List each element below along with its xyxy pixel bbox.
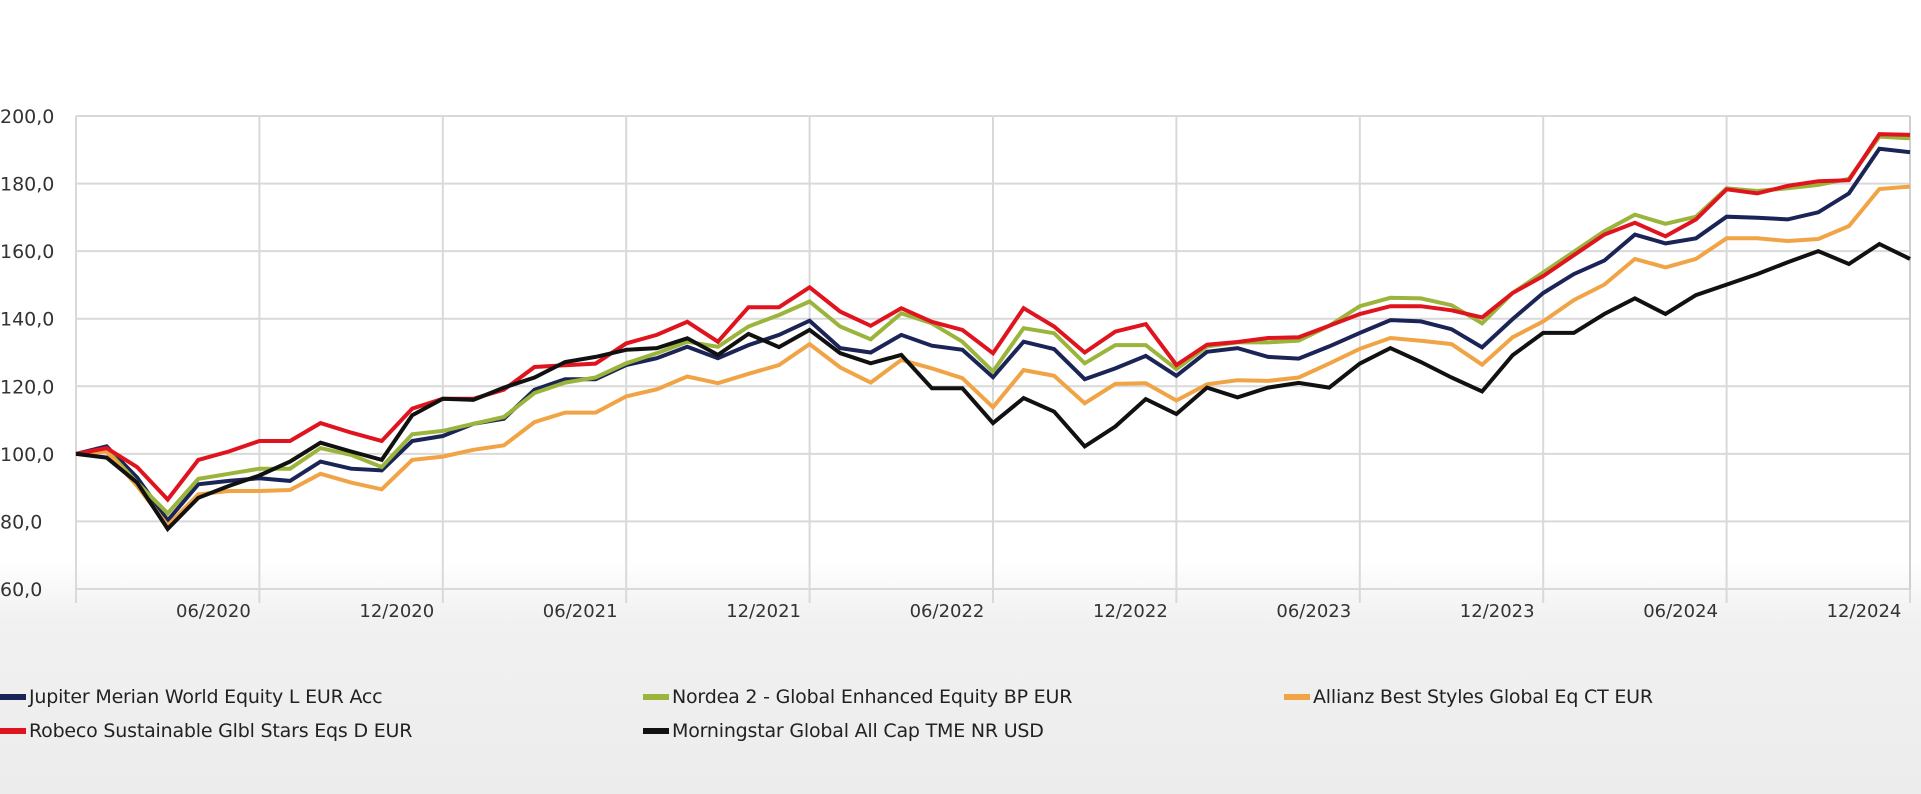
legend-swatch: [643, 694, 669, 700]
x-axis-labels: 06/2020 12/2020 06/2021 12/2021 06/2022 12/20…: [176, 601, 1901, 622]
series-line-1: [75, 134, 1911, 517]
legend-label: Morningstar Global All Cap TME NR USD: [672, 720, 1044, 742]
legend-item-nordea[interactable]: Nordea 2 - Global Enhanced Equity BP EUR: [643, 686, 1072, 708]
legend-label: Robeco Sustainable Glbl Stars Eqs D EUR: [29, 720, 413, 742]
y-tick-label: 100,0: [0, 444, 54, 466]
x-tick-label: 12/2020: [359, 601, 434, 622]
x-tick-label: 06/2023: [1276, 601, 1351, 622]
legend-item-allianz[interactable]: Allianz Best Styles Global Eq CT EUR: [1284, 686, 1653, 708]
x-tick-label: 12/2023: [1460, 601, 1535, 622]
series-line-2: [75, 184, 1911, 529]
x-tick-label: 12/2022: [1093, 601, 1168, 622]
grid-lines: [75, 115, 1911, 603]
x-tick-label: 06/2022: [910, 601, 985, 622]
legend-item-robeco[interactable]: Robeco Sustainable Glbl Stars Eqs D EUR: [0, 720, 412, 742]
legend-swatch: [0, 728, 26, 734]
x-tick-label: 12/2024: [1827, 601, 1902, 622]
x-tick-label: 06/2020: [176, 601, 251, 622]
y-tick-label: 60,0: [0, 579, 42, 601]
y-tick-label: 200,0: [0, 106, 54, 128]
legend: Jupiter Merian World Equity L EUR Acc No…: [0, 686, 1921, 766]
y-axis-labels: 60,0 80,0 100,0 120,0 140,0 160,0 180,0 200,0: [0, 106, 54, 601]
legend-swatch: [1284, 694, 1310, 700]
legend-item-jupiter[interactable]: Jupiter Merian World Equity L EUR Acc: [0, 686, 383, 708]
y-tick-label: 80,0: [0, 511, 42, 533]
y-tick-label: 160,0: [0, 241, 54, 263]
legend-item-morningstar[interactable]: Morningstar Global All Cap TME NR USD: [643, 720, 1044, 742]
legend-label: Jupiter Merian World Equity L EUR Acc: [29, 686, 383, 708]
series-lines: [75, 132, 1911, 533]
x-tick-label: 12/2021: [726, 601, 801, 622]
series-line-4: [75, 241, 1911, 533]
legend-swatch: [643, 728, 669, 734]
y-tick-label: 140,0: [0, 309, 54, 331]
y-tick-label: 180,0: [0, 174, 54, 196]
legend-label: Allianz Best Styles Global Eq CT EUR: [1313, 686, 1653, 708]
series-line-3: [75, 132, 1911, 503]
legend-swatch: [0, 694, 26, 700]
x-tick-label: 06/2024: [1643, 601, 1718, 622]
x-tick-label: 06/2021: [543, 601, 618, 622]
series-line-0: [75, 146, 1911, 524]
line-chart: 60,0 80,0 100,0 120,0 140,0 160,0 180,0 200,0 0…: [0, 106, 1911, 622]
y-tick-label: 120,0: [0, 376, 54, 398]
legend-label: Nordea 2 - Global Enhanced Equity BP EUR: [672, 686, 1073, 708]
